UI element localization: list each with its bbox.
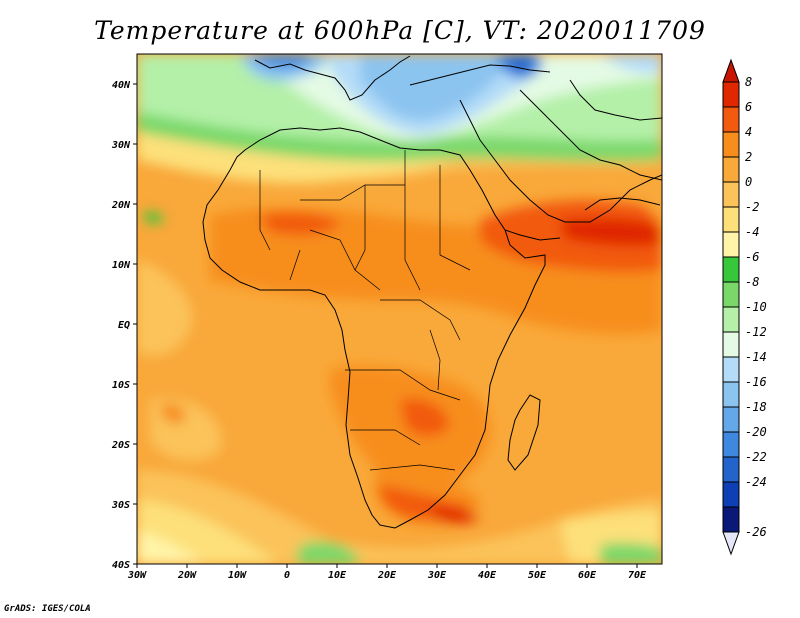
lat-tick-label: 20N [111, 200, 131, 211]
lon-tick-label: 40E [478, 570, 497, 581]
colorbar-swatch [722, 131, 740, 158]
colorbar-swatch [722, 431, 740, 458]
colorbar-swatch [722, 331, 740, 358]
colorbar-label: 8 [745, 75, 752, 89]
colorbar-swatch [722, 156, 740, 183]
lon-tick-label: 10E [328, 570, 347, 581]
colorbar-swatch [722, 356, 740, 383]
lat-tick-label: 20S [111, 440, 130, 451]
colorbar-label: -20 [745, 425, 767, 439]
colorbar-label: -2 [745, 200, 759, 214]
lon-tick-label: 20E [377, 570, 397, 581]
temperature-field [137, 54, 662, 564]
lat-tick-label: 30S [111, 500, 130, 511]
country-borders [259, 150, 471, 471]
lat-tick-label: 40S [112, 560, 130, 571]
lon-tick-label: 30W [127, 570, 147, 581]
colorbar-label: -10 [745, 300, 767, 314]
colorbar-swatch [722, 381, 740, 408]
colorbar-label: -18 [745, 400, 767, 414]
colorbar-swatch [722, 231, 740, 258]
colorbar-label: 6 [745, 100, 752, 114]
colorbar-label: -12 [745, 325, 767, 339]
colorbar-swatch [722, 81, 740, 108]
colorbar-swatch [722, 456, 740, 483]
colorbar-swatch [722, 106, 740, 133]
lat-tick-label: 10N [112, 260, 131, 271]
lon-tick-label: 50E [528, 570, 547, 581]
colorbar-swatch [722, 481, 740, 508]
longitude-axis: 30W 20W 10W 0 10E 20E 30E 40E 50E 60E 70E [127, 564, 647, 581]
colorbar-top-triangle [722, 58, 740, 83]
colorbar-swatch [722, 206, 740, 233]
lat-tick-label: 10S [112, 380, 130, 391]
lon-tick-label: 70E [628, 570, 647, 581]
colorbar-label: -26 [745, 525, 767, 539]
lat-tick-label: 30N [111, 140, 131, 151]
lat-tick-label: 40N [112, 80, 131, 91]
colorbar-swatch [722, 181, 740, 208]
map-frame [136, 53, 663, 565]
lon-tick-label: 0 [284, 570, 290, 581]
colorbar-label: 4 [745, 125, 752, 139]
colorbar-label: 0 [745, 175, 752, 189]
colorbar-swatch [722, 256, 740, 283]
latitude-axis: 40N 30N 20N 10N EQ 10S 20S 30S 40S [111, 80, 137, 571]
colorbar-label: -16 [745, 375, 767, 389]
lon-tick-label: 20W [177, 570, 197, 581]
colorbar-label: -6 [745, 250, 759, 264]
colorbar-swatch [722, 306, 740, 333]
colorbar-label: -24 [745, 475, 767, 489]
colorbar-label: -14 [745, 350, 767, 364]
lon-tick-label: 60E [578, 570, 597, 581]
colorbar-label: -4 [745, 225, 759, 239]
map-title: Temperature at 600hPa [C], VT: 202001170… [94, 16, 706, 45]
lon-tick-label: 10W [228, 570, 247, 581]
colorbar-label: 2 [745, 150, 752, 164]
coastlines [202, 55, 662, 529]
colorbar: 8 6 4 2 0 -2 -4 -6 -8 -10 -12 -14 -16 -18 -20 -22 -24 -26 [722, 58, 767, 556]
lat-tick-label: EQ [118, 320, 130, 331]
colorbar-label: -8 [745, 275, 759, 289]
lon-tick-label: 30E [427, 570, 447, 581]
colorbar-bottom-triangle [722, 531, 740, 556]
credit-text: GrADS: IGES/COLA [4, 604, 91, 614]
colorbar-swatch [722, 281, 740, 308]
colorbar-swatch [722, 506, 740, 533]
colorbar-label: -22 [745, 450, 767, 464]
colorbar-swatch [722, 406, 740, 433]
